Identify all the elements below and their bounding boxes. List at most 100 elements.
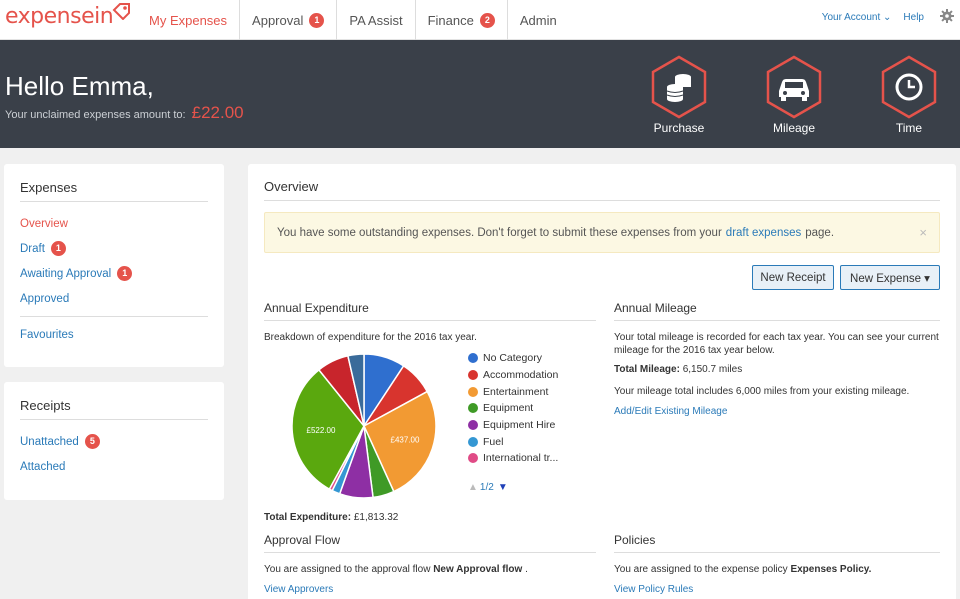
unclaimed-summary: Your unclaimed expenses amount to: £22.0… xyxy=(5,103,244,123)
legend-label: Fuel xyxy=(483,435,504,448)
legend-item[interactable]: No Category xyxy=(468,350,558,367)
pie-slice-label: £437.00 xyxy=(391,436,420,445)
legend-dot xyxy=(468,370,478,381)
legend-label: Entertainment xyxy=(483,385,549,398)
nav-admin[interactable]: Admin xyxy=(508,0,569,40)
draft-expenses-link[interactable]: draft expenses xyxy=(725,226,802,239)
edit-existing-mileage-link[interactable]: Add/Edit Existing Mileage xyxy=(614,406,728,417)
clock-icon xyxy=(881,55,937,119)
legend-label: International tr... xyxy=(483,452,559,465)
sidebar-item-overview[interactable]: Overview xyxy=(20,216,208,231)
alert-text: You have some outstanding expenses. Don'… xyxy=(277,226,722,239)
expenses-panel: Expenses Overview Draft 1 Awaiting Appro… xyxy=(4,164,224,367)
logo-text: expensein xyxy=(5,4,114,29)
pie-slice-label: £522.00 xyxy=(307,426,336,435)
sidebar-item-favourites[interactable]: Favourites xyxy=(20,327,208,342)
existing-mileage-note: Your mileage total includes 6,000 miles … xyxy=(614,386,910,397)
legend-item[interactable]: International tr... xyxy=(468,450,558,467)
expenditure-breakdown-text: Breakdown of expenditure for the 2016 ta… xyxy=(264,332,477,343)
pie-slice[interactable] xyxy=(346,353,365,427)
sidebar-item-awaiting-approval[interactable]: Awaiting Approval 1 xyxy=(20,266,208,281)
nav-pa-assist[interactable]: PA Assist xyxy=(337,0,416,40)
total-mileage-label: Total Mileage: xyxy=(614,364,680,375)
legend-dot xyxy=(468,420,478,431)
sidebar-item-label: Unattached xyxy=(20,435,79,448)
sidebar-item-label: Attached xyxy=(20,460,66,473)
new-expense-button[interactable]: New Expense ▾ xyxy=(840,265,940,290)
greeting-word: Hello xyxy=(5,71,65,101)
greeting: Hello Emma, xyxy=(5,71,154,102)
receipts-heading: Receipts xyxy=(20,398,208,420)
pager-down-icon[interactable]: ▼ xyxy=(497,482,508,493)
new-receipt-button[interactable]: New Receipt xyxy=(752,265,834,290)
help-link[interactable]: Help xyxy=(903,11,924,23)
total-expenditure-label: Total Expenditure: xyxy=(264,512,352,523)
legend-pager: ▲ 1/2 ▼ xyxy=(468,482,508,493)
car-icon xyxy=(766,55,822,119)
alert-text-end: page. xyxy=(805,226,835,239)
top-navigation: expensein My Expenses Approval 1 PA Assi… xyxy=(0,0,960,40)
policy-name: Expenses Policy. xyxy=(790,564,872,575)
user-name: Emma, xyxy=(71,71,154,101)
legend-item[interactable]: Accommodation xyxy=(468,367,558,384)
legend-dot xyxy=(468,403,478,414)
sidebar-item-label: Favourites xyxy=(20,328,74,341)
total-expenditure: Total Expenditure: £1,813.32 xyxy=(264,511,398,524)
sidebar-item-label: Approved xyxy=(20,292,70,305)
gear-icon[interactable] xyxy=(940,9,954,23)
legend-dot xyxy=(468,386,478,397)
expenses-heading: Expenses xyxy=(20,180,208,202)
legend-dot xyxy=(468,353,478,364)
pie-slice[interactable] xyxy=(363,390,437,493)
overview-panel: Overview You have some outstanding expen… xyxy=(248,164,956,599)
draft-badge: 1 xyxy=(50,241,66,256)
pager-up-icon[interactable]: ▲ xyxy=(468,482,478,493)
approval-badge: 1 xyxy=(309,12,325,28)
approval-flow-heading: Approval Flow xyxy=(264,533,596,553)
legend-item[interactable]: Equipment Hire xyxy=(468,417,558,434)
mileage-button[interactable]: Mileage xyxy=(759,55,829,140)
outstanding-alert: You have some outstanding expenses. Don'… xyxy=(264,212,940,253)
your-account-link[interactable]: Your Account ⌄ xyxy=(821,11,892,23)
legend-item[interactable]: Equipment xyxy=(468,400,558,417)
nav-approval[interactable]: Approval 1 xyxy=(240,0,338,40)
legend-label: Equipment xyxy=(483,402,534,415)
sidebar-item-unattached[interactable]: Unattached 5 xyxy=(20,434,208,449)
legend-label: No Category xyxy=(483,352,542,365)
legend-label: Accommodation xyxy=(483,369,559,382)
welcome-banner: Hello Emma, Your unclaimed expenses amou… xyxy=(0,40,960,148)
logo[interactable]: expensein xyxy=(5,3,130,29)
nav-label: Finance xyxy=(427,12,474,28)
total-mileage-value: 6,150.7 miles xyxy=(682,364,743,375)
tag-icon xyxy=(112,3,130,20)
awaiting-badge: 1 xyxy=(117,266,133,281)
view-approvers-link[interactable]: View Approvers xyxy=(264,584,334,595)
pie-slice[interactable] xyxy=(291,368,365,491)
time-button[interactable]: Time xyxy=(874,55,944,140)
sidebar-item-attached[interactable]: Attached xyxy=(20,459,208,474)
total-mileage: Total Mileage: 6,150.7 miles xyxy=(614,363,742,376)
legend-dot xyxy=(468,436,478,447)
receipts-panel: Receipts Unattached 5 Attached xyxy=(4,382,224,500)
policy-sentence: You are assigned to the expense policy xyxy=(614,564,788,575)
close-icon[interactable]: × xyxy=(919,225,927,240)
annual-mileage-heading: Annual Mileage xyxy=(614,301,940,321)
nav-label: Admin xyxy=(519,12,557,28)
purchase-button[interactable]: Purchase xyxy=(644,55,714,140)
legend-item[interactable]: Fuel xyxy=(468,433,558,450)
sidebar-item-approved[interactable]: Approved xyxy=(20,291,208,306)
sidebar-item-draft[interactable]: Draft 1 xyxy=(20,241,208,256)
nav-my-expenses[interactable]: My Expenses xyxy=(137,0,241,40)
sidebar-item-label: Awaiting Approval xyxy=(20,267,112,280)
legend-item[interactable]: Entertainment xyxy=(468,383,558,400)
nav-finance[interactable]: Finance 2 xyxy=(416,0,508,40)
unclaimed-label: Your unclaimed expenses amount to: xyxy=(5,109,186,121)
mileage-description: Your total mileage is recorded for each … xyxy=(614,332,939,356)
view-policy-rules-link[interactable]: View Policy Rules xyxy=(614,584,694,595)
legend-dot xyxy=(468,453,478,464)
approval-flow-suffix: . xyxy=(525,564,528,575)
nav-label: My Expenses xyxy=(149,12,228,28)
sidebar-item-label: Draft xyxy=(20,242,45,255)
total-expenditure-value: £1,813.32 xyxy=(353,512,399,523)
coins-icon xyxy=(651,55,707,119)
